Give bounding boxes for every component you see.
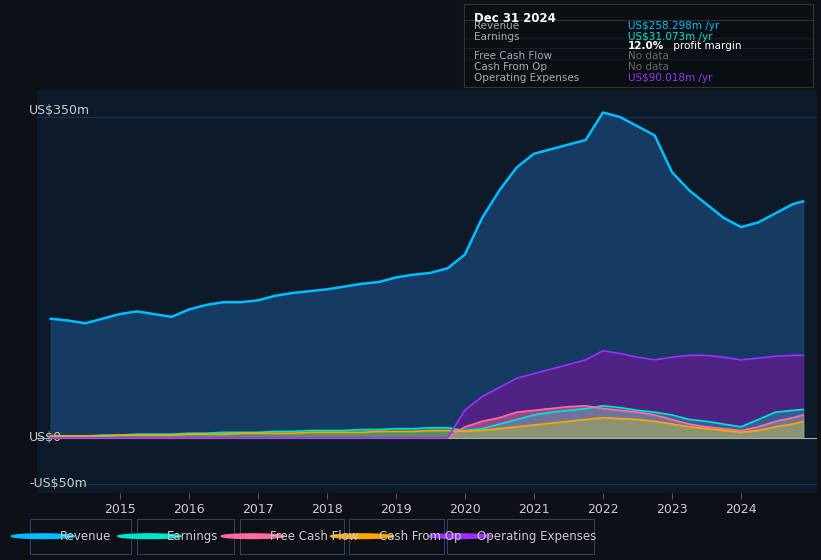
Text: Revenue: Revenue bbox=[60, 530, 112, 543]
Text: profit margin: profit margin bbox=[670, 41, 741, 51]
Text: Earnings: Earnings bbox=[475, 32, 520, 42]
Text: Free Cash Flow: Free Cash Flow bbox=[475, 51, 553, 61]
Text: Free Cash Flow: Free Cash Flow bbox=[270, 530, 359, 543]
Text: US$350m: US$350m bbox=[30, 104, 90, 117]
Text: 12.0%: 12.0% bbox=[628, 41, 664, 51]
Circle shape bbox=[117, 534, 181, 539]
Text: Cash From Op: Cash From Op bbox=[379, 530, 461, 543]
Text: Operating Expenses: Operating Expenses bbox=[477, 530, 596, 543]
Text: US$90.018m /yr: US$90.018m /yr bbox=[628, 73, 713, 83]
Circle shape bbox=[330, 534, 393, 539]
Text: US$0: US$0 bbox=[30, 431, 62, 444]
Text: Earnings: Earnings bbox=[167, 530, 218, 543]
Circle shape bbox=[221, 534, 284, 539]
Circle shape bbox=[428, 534, 491, 539]
Text: US$258.298m /yr: US$258.298m /yr bbox=[628, 21, 719, 31]
Text: Cash From Op: Cash From Op bbox=[475, 62, 548, 72]
Text: US$31.073m /yr: US$31.073m /yr bbox=[628, 32, 713, 42]
Text: Revenue: Revenue bbox=[475, 21, 520, 31]
Text: Dec 31 2024: Dec 31 2024 bbox=[475, 12, 556, 25]
Text: Operating Expenses: Operating Expenses bbox=[475, 73, 580, 83]
Circle shape bbox=[11, 534, 75, 539]
Text: No data: No data bbox=[628, 51, 669, 61]
Text: -US$50m: -US$50m bbox=[30, 477, 87, 490]
Text: No data: No data bbox=[628, 62, 669, 72]
